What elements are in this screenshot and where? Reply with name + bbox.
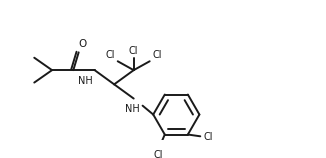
Text: Cl: Cl [129,46,139,56]
Text: NH: NH [78,76,93,86]
Text: Cl: Cl [106,50,115,60]
Text: NH: NH [125,104,139,114]
Text: Cl: Cl [203,132,213,142]
Text: Cl: Cl [154,150,163,158]
Text: Cl: Cl [152,50,162,60]
Text: O: O [78,39,86,49]
